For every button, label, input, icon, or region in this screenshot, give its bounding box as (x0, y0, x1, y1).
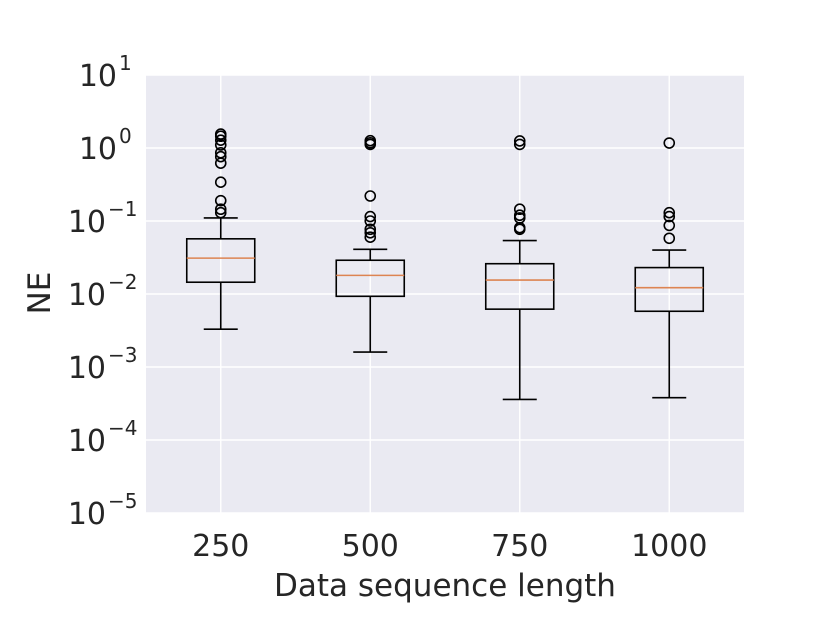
y-tick-exponent: −2 (108, 270, 137, 294)
outlier-point (364, 215, 377, 227)
y-tick-label: 10 (68, 424, 106, 459)
outlier-point (214, 139, 227, 151)
outlier-point (214, 194, 227, 207)
outlier-point (364, 223, 377, 236)
outlier-point (513, 135, 526, 147)
iqr-box (634, 266, 705, 313)
y-tick-label: 10 (68, 278, 106, 313)
y-tick-exponent: −5 (108, 489, 137, 513)
y-tick-exponent: −3 (108, 343, 137, 367)
x-axis-ticks: 250 500 750 1000 (192, 529, 707, 564)
outlier-point (663, 232, 676, 245)
x-tick-label: 250 (192, 529, 249, 564)
outlier-point (513, 203, 526, 216)
y-axis-label: NE (22, 272, 58, 315)
outlier-point (364, 190, 377, 202)
y-tick-label: 10 (68, 497, 106, 532)
outlier-point (214, 128, 227, 140)
iqr-box (484, 262, 555, 310)
box-500 (335, 134, 406, 353)
y-tick-label: 10 (79, 132, 117, 167)
outlier-point (214, 203, 227, 216)
y-tick-label: 10 (68, 205, 106, 240)
box-250 (185, 128, 256, 330)
outlier-point (214, 206, 227, 219)
outlier-point (513, 138, 526, 151)
outlier-point (214, 150, 227, 163)
outlier-point (663, 210, 676, 223)
x-axis-label: Data sequence length (274, 568, 616, 604)
outlier-point (364, 231, 377, 243)
outlier-point (663, 206, 676, 219)
outlier-point (364, 226, 377, 239)
y-tick-exponent: 1 (119, 51, 132, 75)
outlier-point (214, 146, 227, 159)
outlier-point (364, 134, 377, 147)
outlier-point (513, 209, 526, 222)
x-tick-label: 1000 (631, 529, 707, 564)
outlier-point (364, 210, 377, 223)
iqr-box (185, 238, 256, 284)
outlier-point (663, 137, 676, 149)
iqr-box (335, 259, 406, 298)
box-750 (484, 135, 555, 401)
x-tick-label: 750 (491, 529, 548, 564)
y-tick-label: 10 (79, 59, 117, 94)
y-tick-exponent: 0 (119, 124, 132, 148)
x-tick-label: 500 (342, 529, 399, 564)
box-1000 (634, 137, 705, 399)
outlier-point (663, 219, 676, 232)
y-tick-exponent: −4 (108, 416, 137, 440)
y-tick-label: 10 (68, 351, 106, 386)
box-series (185, 128, 705, 401)
outlier-point (214, 176, 227, 189)
outlier-point (214, 134, 227, 146)
y-tick-exponent: −1 (108, 197, 137, 221)
